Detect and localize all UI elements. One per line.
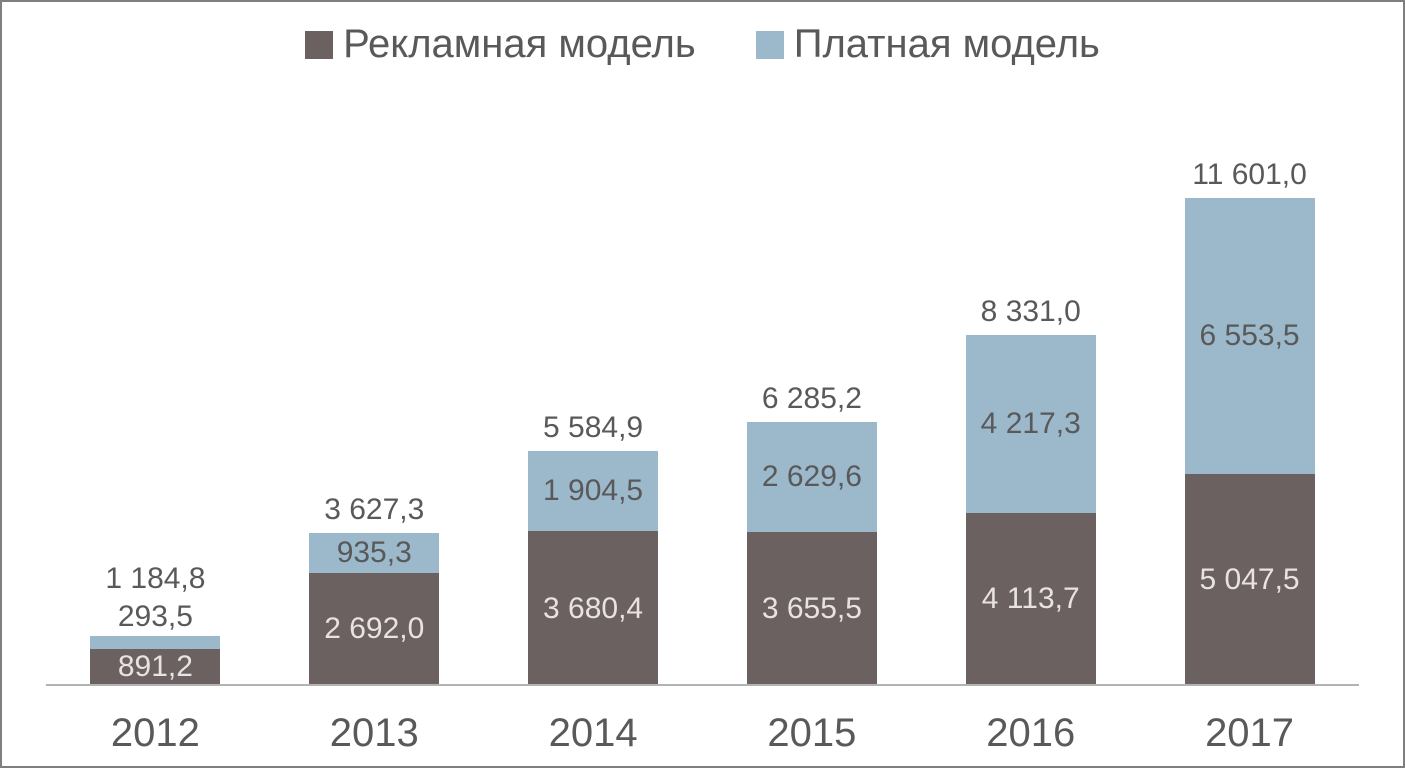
bar-slot: 1 904,5 3 680,4 5 584,9 bbox=[484, 122, 703, 686]
x-axis-category: 2014 bbox=[484, 711, 703, 756]
x-axis-category: 2015 bbox=[702, 711, 921, 756]
bar: 1 904,53 680,45 584,9 bbox=[528, 451, 658, 686]
bar-value-ad: 2 692,0 bbox=[324, 612, 424, 646]
x-axis-labels: 201220132014201520162017 bbox=[46, 711, 1359, 756]
bar-value-paid: 4 217,3 bbox=[981, 407, 1081, 441]
bar-segment-ad: 2 692,0 bbox=[309, 573, 439, 686]
bar-segment-paid: 4 217,3 bbox=[966, 335, 1096, 512]
bar-slot: 2 629,6 3 655,5 6 285,2 bbox=[702, 122, 921, 686]
bar-segment-paid: 1 904,5 bbox=[528, 451, 658, 531]
legend-label-ad: Рекламная модель bbox=[343, 22, 696, 67]
legend-swatch-paid bbox=[756, 31, 784, 59]
bar-segment-paid: 6 553,5 bbox=[1185, 198, 1315, 474]
bar-value-paid: 293,5 bbox=[118, 600, 193, 634]
bar-slot: 293,5 891,2 1 184,8 bbox=[46, 122, 265, 686]
x-axis-baseline bbox=[46, 684, 1359, 686]
legend-swatch-ad bbox=[305, 31, 333, 59]
bar-value-ad: 891,2 bbox=[118, 650, 193, 684]
bar-value-paid: 6 553,5 bbox=[1200, 319, 1300, 353]
bar-segment-paid: 935,3 bbox=[309, 533, 439, 572]
bar-segment-paid: 2 629,6 bbox=[747, 422, 877, 533]
bar-total-label: 11 601,0 bbox=[1192, 158, 1307, 192]
bar-slot: 935,3 2 692,0 3 627,3 bbox=[265, 122, 484, 686]
bar-segment-ad: 3 680,4 bbox=[528, 531, 658, 686]
chart-frame: Рекламная модель Платная модель 293,5 891… bbox=[0, 0, 1405, 768]
bar-value-ad: 3 680,4 bbox=[543, 592, 643, 626]
bar-value-paid: 935,3 bbox=[337, 536, 412, 570]
legend: Рекламная модель Платная модель bbox=[2, 22, 1403, 67]
legend-item-paid: Платная модель bbox=[756, 22, 1100, 67]
bar-segment-ad: 3 655,5 bbox=[747, 532, 877, 686]
bar-total-label: 3 627,3 bbox=[324, 493, 424, 527]
bar: 293,5891,21 184,8 bbox=[90, 636, 220, 686]
bar: 2 629,63 655,56 285,2 bbox=[747, 422, 877, 686]
bar-total-label: 6 285,2 bbox=[762, 382, 862, 416]
bar: 4 217,34 113,78 331,0 bbox=[966, 335, 1096, 686]
bar-segment-ad: 891,2 bbox=[90, 649, 220, 686]
x-axis-category: 2013 bbox=[265, 711, 484, 756]
x-axis-category: 2016 bbox=[921, 711, 1140, 756]
legend-label-paid: Платная модель bbox=[794, 22, 1100, 67]
x-axis-category: 2017 bbox=[1140, 711, 1359, 756]
x-axis-category: 2012 bbox=[46, 711, 265, 756]
bars-container: 293,5 891,2 1 184,8 935,3 2 692,0 3 627,3 1 90… bbox=[46, 122, 1359, 686]
bar: 6 553,55 047,511 601,0 bbox=[1185, 198, 1315, 686]
legend-item-ad: Рекламная модель bbox=[305, 22, 696, 67]
bar: 935,32 692,03 627,3 bbox=[309, 533, 439, 686]
bar-segment-ad: 5 047,5 bbox=[1185, 474, 1315, 686]
bar-slot: 6 553,5 5 047,5 11 601,0 bbox=[1140, 122, 1359, 686]
bar-segment-ad: 4 113,7 bbox=[966, 513, 1096, 686]
bar-value-ad: 3 655,5 bbox=[762, 592, 862, 626]
bar-total-label: 5 584,9 bbox=[543, 411, 643, 445]
plot-area: 293,5 891,2 1 184,8 935,3 2 692,0 3 627,3 1 90… bbox=[46, 122, 1359, 686]
bar-slot: 4 217,3 4 113,7 8 331,0 bbox=[921, 122, 1140, 686]
bar-value-paid: 1 904,5 bbox=[543, 474, 643, 508]
bar-total-label: 1 184,8 bbox=[105, 562, 205, 596]
bar-value-ad: 5 047,5 bbox=[1200, 563, 1300, 597]
bar-total-label: 8 331,0 bbox=[981, 295, 1081, 329]
bar-value-paid: 2 629,6 bbox=[762, 460, 862, 494]
bar-segment-paid: 293,5 bbox=[90, 636, 220, 648]
bar-value-ad: 4 113,7 bbox=[982, 582, 1080, 616]
